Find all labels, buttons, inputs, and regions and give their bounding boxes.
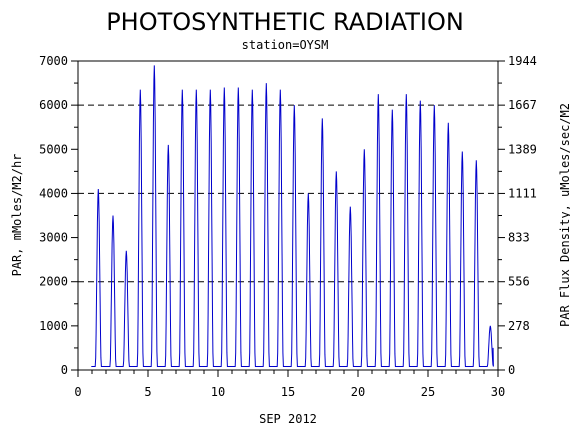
y2-tick-label: 278 [508, 319, 530, 333]
y-tick-label: 2000 [39, 275, 68, 289]
y-tick-label: 0 [61, 363, 68, 377]
y-axis-right: 0 278 556 833 1111 1389 1667 1944 [498, 54, 537, 377]
x-tick-label: 5 [144, 385, 151, 399]
y-tick-label: 7000 [39, 54, 68, 68]
series-line [91, 65, 494, 367]
y2-tick-label: 556 [508, 275, 530, 289]
x-tick-label: 30 [491, 385, 505, 399]
chart-subtitle: station=OYSM [242, 38, 329, 52]
y-axis-label: PAR, mMoles/M2/hr [10, 154, 24, 277]
y2-tick-label: 1667 [508, 98, 537, 112]
x-tick-label: 15 [281, 385, 295, 399]
y-tick-label: 1000 [39, 319, 68, 333]
x-tick-label: 10 [211, 385, 225, 399]
grid-lines [78, 104, 498, 283]
y2-tick-label: 1944 [508, 54, 537, 68]
chart-title: PHOTOSYNTHETIC RADIATION [106, 8, 464, 36]
y-axis-left: 0 1000 2000 3000 4000 5000 6000 7000 [39, 54, 78, 377]
y2-tick-label: 0 [508, 363, 515, 377]
x-axis: 0 5 10 15 20 25 30 [74, 370, 505, 399]
y2-tick-label: 1111 [508, 186, 537, 200]
y-tick-label: 3000 [39, 231, 68, 245]
y2-axis-label: PAR Flux Density, uMoles/sec/M2 [558, 103, 570, 327]
y-tick-label: 4000 [39, 186, 68, 200]
x-tick-label: 0 [74, 385, 81, 399]
y2-tick-label: 833 [508, 231, 530, 245]
x-tick-label: 25 [421, 385, 435, 399]
y2-tick-label: 1389 [508, 142, 537, 156]
y-tick-label: 6000 [39, 98, 68, 112]
y-tick-label: 5000 [39, 142, 68, 156]
series-line-group [91, 65, 494, 367]
x-tick-label: 20 [351, 385, 365, 399]
x-axis-label: SEP 2012 [259, 412, 317, 426]
